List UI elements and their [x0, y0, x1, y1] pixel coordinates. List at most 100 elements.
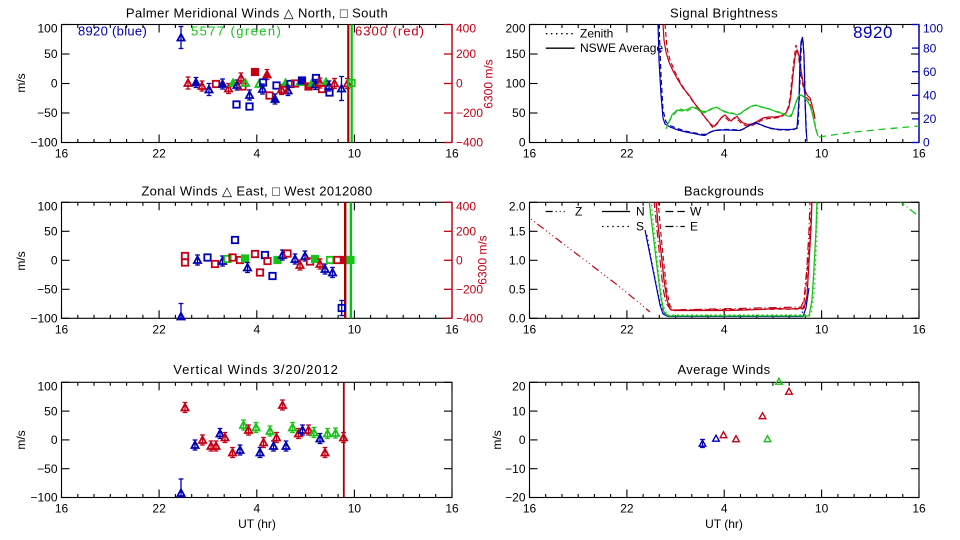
svg-text:200: 200	[456, 225, 476, 239]
svg-text:Z: Z	[575, 205, 582, 219]
svg-text:UT (hr): UT (hr)	[238, 517, 276, 531]
svg-text:0: 0	[51, 433, 58, 447]
svg-text:UT (hr): UT (hr)	[705, 517, 743, 531]
svg-text:E: E	[690, 220, 698, 234]
svg-text:−200: −200	[456, 106, 483, 120]
svg-text:Signal Brightness: Signal Brightness	[670, 6, 778, 21]
svg-text:10: 10	[348, 147, 362, 161]
svg-text:Palmer Meridional Winds △ Nort: Palmer Meridional Winds △ North, □ South	[126, 6, 388, 21]
svg-text:1.5: 1.5	[509, 225, 526, 239]
svg-text:m/s: m/s	[14, 251, 28, 270]
svg-text:22: 22	[620, 322, 634, 336]
svg-text:0: 0	[51, 254, 58, 268]
svg-text:10: 10	[815, 502, 829, 516]
svg-text:6300 m/s: 6300 m/s	[482, 59, 496, 108]
svg-text:0: 0	[923, 136, 930, 150]
svg-text:Zonal Winds △ East, □ West 201: Zonal Winds △ East, □ West 2012080	[141, 183, 372, 198]
svg-text:Average Winds: Average Winds	[677, 362, 770, 377]
svg-text:5577 (green): 5577 (green)	[191, 24, 282, 39]
svg-text:0.0: 0.0	[509, 312, 526, 326]
svg-text:4: 4	[253, 147, 260, 161]
svg-text:6300 m/s: 6300 m/s	[476, 235, 490, 284]
svg-text:−400: −400	[456, 312, 483, 326]
svg-text:60: 60	[923, 65, 937, 79]
svg-text:−50: −50	[37, 283, 58, 297]
svg-text:100: 100	[923, 22, 943, 36]
svg-text:−100: −100	[30, 312, 57, 326]
svg-text:−400: −400	[456, 136, 483, 150]
svg-text:150: 150	[505, 47, 525, 61]
svg-text:16: 16	[523, 147, 537, 161]
svg-text:16: 16	[55, 322, 69, 336]
svg-text:4: 4	[721, 147, 728, 161]
svg-text:100: 100	[37, 22, 57, 36]
svg-text:80: 80	[923, 41, 937, 55]
svg-text:0: 0	[456, 77, 463, 91]
svg-text:50: 50	[44, 404, 58, 418]
svg-text:400: 400	[456, 22, 476, 36]
svg-text:16: 16	[523, 502, 537, 516]
svg-text:1.0: 1.0	[509, 254, 526, 268]
svg-text:20: 20	[923, 112, 937, 126]
svg-text:−50: −50	[37, 106, 58, 120]
svg-text:16: 16	[445, 502, 459, 516]
svg-text:NSWE Average: NSWE Average	[580, 41, 663, 55]
svg-text:Vertical Winds 3/20/2012: Vertical Winds 3/20/2012	[173, 362, 338, 377]
svg-text:4: 4	[253, 502, 260, 516]
svg-text:10: 10	[512, 404, 526, 418]
svg-text:22: 22	[152, 322, 166, 336]
svg-text:10: 10	[348, 322, 362, 336]
svg-text:100: 100	[505, 77, 525, 91]
svg-text:N: N	[636, 205, 645, 219]
svg-text:0: 0	[519, 136, 526, 150]
svg-text:−200: −200	[456, 283, 483, 297]
svg-text:−100: −100	[30, 136, 57, 150]
svg-text:0: 0	[51, 77, 58, 91]
svg-text:m/s: m/s	[14, 430, 28, 449]
svg-text:50: 50	[512, 106, 526, 120]
svg-text:−50: −50	[37, 462, 58, 476]
svg-text:6300 (red): 6300 (red)	[355, 24, 425, 39]
svg-text:−20: −20	[505, 491, 526, 505]
svg-text:m/s: m/s	[14, 73, 28, 92]
svg-text:16: 16	[912, 322, 926, 336]
svg-text:10: 10	[815, 147, 829, 161]
svg-text:2.0: 2.0	[509, 199, 526, 213]
svg-text:−10: −10	[505, 462, 526, 476]
svg-text:22: 22	[620, 147, 634, 161]
svg-text:Backgrounds: Backgrounds	[684, 183, 764, 198]
svg-text:40: 40	[923, 89, 937, 103]
svg-text:22: 22	[620, 502, 634, 516]
svg-text:0.5: 0.5	[509, 283, 526, 297]
svg-text:16: 16	[523, 322, 537, 336]
svg-text:20: 20	[512, 379, 526, 393]
svg-text:Zenith: Zenith	[580, 27, 613, 41]
svg-text:200: 200	[456, 47, 476, 61]
svg-text:22: 22	[152, 502, 166, 516]
svg-text:16: 16	[912, 502, 926, 516]
svg-text:−100: −100	[30, 491, 57, 505]
svg-text:4: 4	[721, 322, 728, 336]
svg-text:10: 10	[348, 502, 362, 516]
svg-text:16: 16	[445, 147, 459, 161]
svg-text:16: 16	[912, 147, 926, 161]
svg-text:10: 10	[815, 322, 829, 336]
svg-text:400: 400	[456, 199, 476, 213]
svg-text:0: 0	[519, 433, 526, 447]
svg-text:0: 0	[456, 254, 463, 268]
svg-text:4: 4	[253, 322, 260, 336]
svg-text:22: 22	[152, 147, 166, 161]
svg-text:m/s: m/s	[490, 430, 504, 449]
svg-text:4: 4	[721, 502, 728, 516]
svg-text:16: 16	[55, 147, 69, 161]
svg-text:8920 (blue): 8920 (blue)	[78, 24, 147, 39]
svg-text:S: S	[636, 220, 644, 234]
svg-text:100: 100	[37, 379, 57, 393]
svg-text:50: 50	[44, 225, 58, 239]
svg-text:100: 100	[37, 199, 57, 213]
svg-text:16: 16	[445, 322, 459, 336]
svg-text:200: 200	[505, 22, 525, 36]
svg-text:50: 50	[44, 47, 58, 61]
svg-text:W: W	[690, 205, 702, 219]
svg-text:16: 16	[55, 502, 69, 516]
